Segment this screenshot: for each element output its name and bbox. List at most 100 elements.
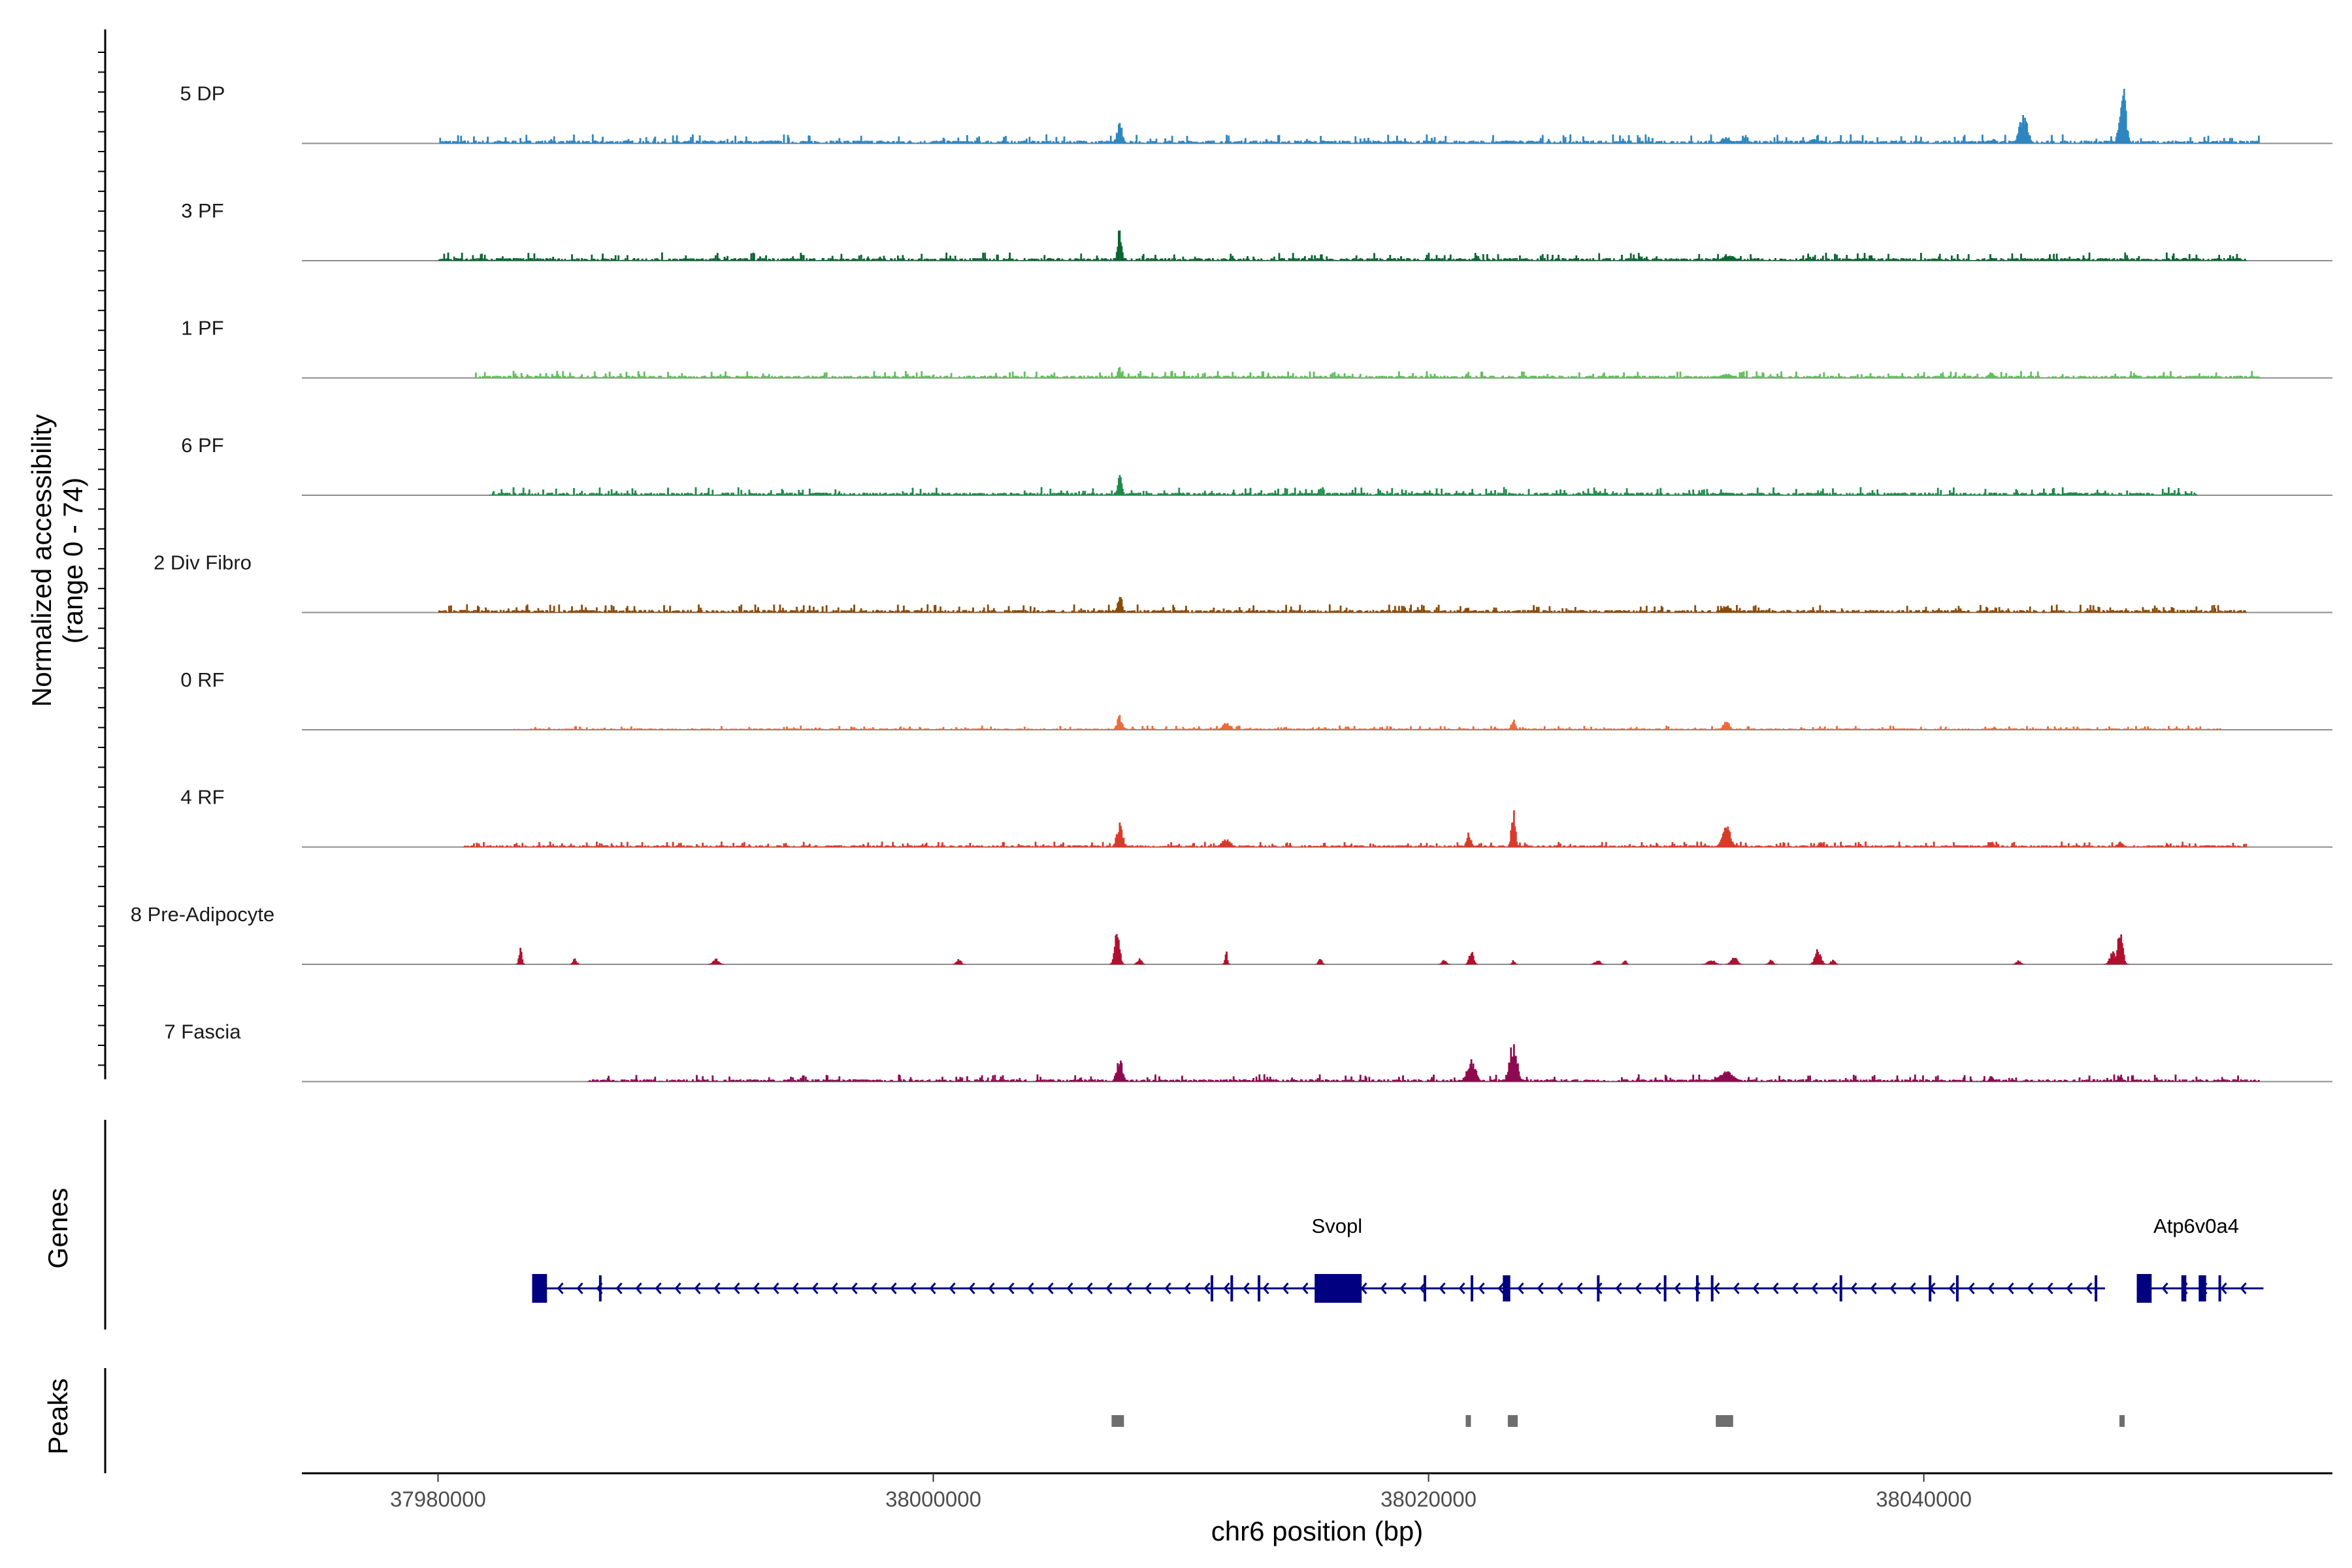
strand-arrow	[557, 1282, 564, 1294]
gene-exon	[532, 1274, 547, 1303]
strand-arrow	[713, 1282, 721, 1294]
coverage-area	[514, 715, 2223, 730]
peak-region	[1507, 1415, 1518, 1427]
peaks-panel	[104, 1368, 2125, 1473]
track-label: 2 Div Fibro	[154, 551, 252, 574]
strand-arrow	[1047, 1282, 1054, 1294]
gene-exon	[1503, 1275, 1511, 1301]
strand-arrow	[1282, 1282, 1289, 1294]
strand-arrow	[1556, 1282, 1563, 1294]
strand-arrow	[1850, 1282, 1857, 1294]
strand-arrow	[870, 1282, 877, 1294]
gene-exon	[1839, 1275, 1842, 1301]
strand-arrow	[792, 1282, 799, 1294]
strand-arrow	[2027, 1282, 2034, 1294]
gene-exon	[2095, 1275, 2098, 1301]
track-label: 4 RF	[180, 786, 224, 809]
strand-arrow	[1360, 1282, 1367, 1294]
strand-arrow	[1889, 1282, 1897, 1294]
peak-region	[1716, 1415, 1733, 1427]
gene-exon	[1315, 1274, 1362, 1303]
coverage-area	[515, 934, 2129, 965]
strand-arrow	[1948, 1282, 1955, 1294]
coverage-area	[438, 596, 2247, 613]
strand-arrow	[831, 1282, 838, 1294]
x-tick-label: 38020000	[1380, 1487, 1477, 1511]
track-5-dp: 5 DP	[180, 82, 2332, 144]
gene-exon	[1955, 1275, 1959, 1301]
coverage-area	[475, 367, 2260, 378]
strand-arrow	[655, 1282, 662, 1294]
strand-arrow	[890, 1282, 897, 1294]
strand-arrow	[1439, 1282, 1446, 1294]
gene-exon	[1423, 1275, 1426, 1301]
strand-arrow	[1066, 1282, 1073, 1294]
strand-arrow	[1243, 1282, 1250, 1294]
gene-exon	[1258, 1275, 1261, 1301]
track-8-pre-adipocyte: 8 Pre-Adipocyte	[131, 903, 2332, 965]
gene-exon	[1597, 1275, 1600, 1301]
strand-arrow	[772, 1282, 779, 1294]
coverage-area	[463, 810, 2247, 847]
x-tick-label: 37980000	[390, 1487, 486, 1511]
strand-arrow	[1713, 1282, 1720, 1294]
track-label: 0 RF	[180, 668, 224, 691]
gene-label: Atp6v0a4	[2153, 1215, 2239, 1237]
strand-arrow	[1635, 1282, 1642, 1294]
strand-arrow	[1497, 1282, 1505, 1294]
strand-arrow	[1478, 1282, 1485, 1294]
strand-arrow	[1399, 1282, 1407, 1294]
strand-arrow	[2007, 1282, 2014, 1294]
y-axis-title: Normalized accessibility	[26, 414, 57, 707]
strand-arrow	[1262, 1282, 1269, 1294]
strand-arrow	[1772, 1282, 1779, 1294]
track-label: 1 PF	[181, 317, 223, 340]
track-label: 5 DP	[180, 82, 225, 105]
x-axis: 37980000 38000000 38020000 38040000	[302, 1472, 2332, 1511]
strand-arrow	[1380, 1282, 1387, 1294]
strand-arrow	[1125, 1282, 1132, 1294]
track-1-pf: 1 PF	[181, 317, 2332, 379]
gene-exon	[1470, 1275, 1473, 1301]
track-3-pf: 3 PF	[181, 199, 2332, 261]
track-6-pf: 6 PF	[181, 434, 2332, 496]
strand-arrow	[674, 1282, 681, 1294]
gene-exon	[1211, 1275, 1214, 1301]
track-label: 7 Fascia	[164, 1021, 241, 1043]
x-tick-label: 38040000	[1876, 1487, 1972, 1511]
gene-exon	[1710, 1275, 1714, 1301]
strand-arrow	[2240, 1282, 2247, 1294]
strand-arrow	[1145, 1282, 1152, 1294]
strand-arrow	[615, 1282, 623, 1294]
strand-arrow	[1811, 1282, 1818, 1294]
coverage-area	[439, 89, 2260, 144]
gene-exon	[1230, 1275, 1233, 1301]
strand-arrow	[1576, 1282, 1583, 1294]
strand-arrow	[1458, 1282, 1465, 1294]
genes-panel: Svopl Atp6v0a4	[104, 1120, 2264, 1330]
peak-region	[1465, 1415, 1471, 1427]
peak-region	[1111, 1415, 1124, 1427]
strand-arrow	[576, 1282, 583, 1294]
peak-region	[2119, 1415, 2125, 1427]
strand-arrow	[988, 1282, 995, 1294]
strand-arrow	[1987, 1282, 1995, 1294]
gene-label: Svopl	[1312, 1215, 1363, 1237]
strand-arrow	[929, 1282, 936, 1294]
strand-arrow	[1831, 1282, 1838, 1294]
strand-arrow	[1086, 1282, 1093, 1294]
strand-arrow	[694, 1282, 701, 1294]
gene-svopl: Svopl	[532, 1215, 2105, 1303]
track-label: 6 PF	[181, 434, 223, 457]
coverage-area	[587, 1044, 2260, 1082]
track-2-div-fibro: 2 Div Fibro	[154, 551, 2332, 613]
track-4-rf: 4 RF	[180, 786, 2332, 848]
strand-arrow	[1164, 1282, 1171, 1294]
strand-arrow	[811, 1282, 819, 1294]
accessibility-tracks: 5 DP 3 PF 1 PF 6 PF 2 Div Fibro 0 RF 4 RF 8 Pre…	[131, 82, 2332, 1083]
strand-arrow	[909, 1282, 917, 1294]
y-axis	[98, 29, 106, 1079]
gene-exon	[2198, 1275, 2206, 1301]
gene-exon	[1929, 1275, 1932, 1301]
